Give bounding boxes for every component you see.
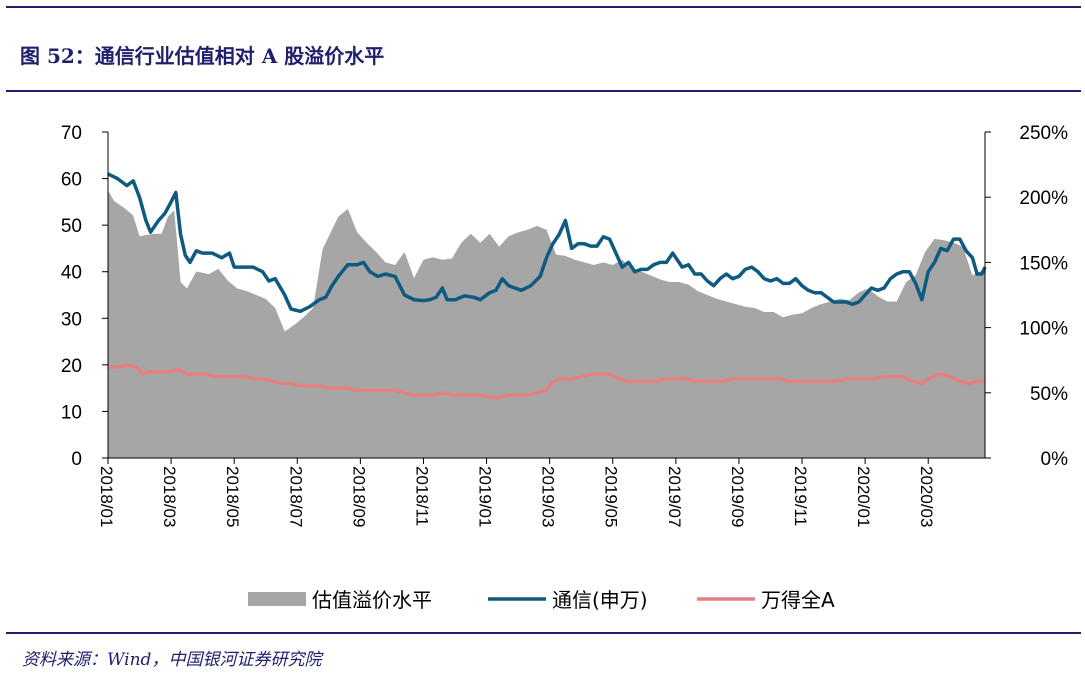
x-tick-label: 2018/05	[223, 466, 242, 527]
x-tick-label: 2020/01	[854, 466, 873, 527]
right-tick-label: 100%	[1019, 319, 1068, 340]
x-tick-label: 2018/07	[286, 466, 305, 527]
chart-title: 图 52：通信行业估值相对 A 股溢价水平	[20, 44, 385, 68]
left-tick-label: 10	[61, 402, 82, 423]
x-tick-label: 2019/07	[665, 466, 684, 527]
legend-label: 通信(申万)	[552, 588, 648, 612]
header-bottom-rule	[6, 90, 1081, 92]
legend-item-all-a: 万得全A	[697, 588, 835, 612]
header-top-rule	[6, 6, 1081, 8]
left-tick-label: 40	[61, 263, 82, 284]
chart: 0 10 20 30 40 50 60 70 0% 50% 100% 150% 200% 250% 20…	[61, 123, 1069, 612]
legend-swatch	[248, 592, 306, 606]
source-note: 资料来源：Wind，中国银河证券研究院	[22, 650, 322, 670]
left-tick-label: 60	[61, 170, 82, 191]
left-tick-label: 70	[61, 123, 82, 144]
legend-item-premium: 估值溢价水平	[248, 588, 432, 612]
left-tick-label: 0	[71, 449, 82, 470]
x-tick-label: 2019/09	[728, 466, 747, 527]
right-tick-label: 150%	[1019, 253, 1068, 274]
legend-label: 万得全A	[761, 588, 835, 612]
x-axis: 2018/01 2018/03 2018/05 2018/07 2018/09 2018/…	[97, 457, 985, 527]
footer-rule	[6, 632, 1081, 634]
right-tick-label: 250%	[1019, 123, 1068, 144]
x-tick-label: 2018/09	[349, 466, 368, 527]
series-area-premium	[108, 190, 985, 458]
x-tick-label: 2020/03	[917, 466, 936, 527]
legend-label: 估值溢价水平	[312, 588, 432, 612]
left-tick-label: 30	[61, 309, 82, 330]
right-axis: 0% 50% 100% 150% 200% 250%	[984, 123, 1069, 470]
right-tick-label: 0%	[1041, 449, 1069, 470]
left-axis: 0 10 20 30 40 50 60 70	[61, 123, 109, 470]
left-tick-label: 20	[61, 356, 82, 377]
x-tick-label: 2019/03	[539, 466, 558, 527]
right-tick-label: 50%	[1030, 384, 1068, 405]
series-line-telecom	[107, 172, 987, 314]
x-tick-label: 2018/03	[160, 466, 179, 527]
right-tick-label: 200%	[1019, 188, 1068, 209]
x-tick-label: 2019/01	[476, 466, 495, 527]
plot-area	[107, 172, 987, 458]
x-tick-label: 2019/05	[602, 466, 621, 527]
x-tick-label: 2018/01	[97, 466, 116, 527]
x-tick-label: 2018/11	[412, 466, 431, 526]
x-tick-label: 2019/11	[791, 466, 810, 526]
legend: 估值溢价水平 通信(申万) 万得全A	[248, 588, 835, 612]
left-tick-label: 50	[61, 216, 82, 237]
series-line-all-a	[108, 363, 985, 400]
legend-item-telecom: 通信(申万)	[488, 588, 648, 612]
